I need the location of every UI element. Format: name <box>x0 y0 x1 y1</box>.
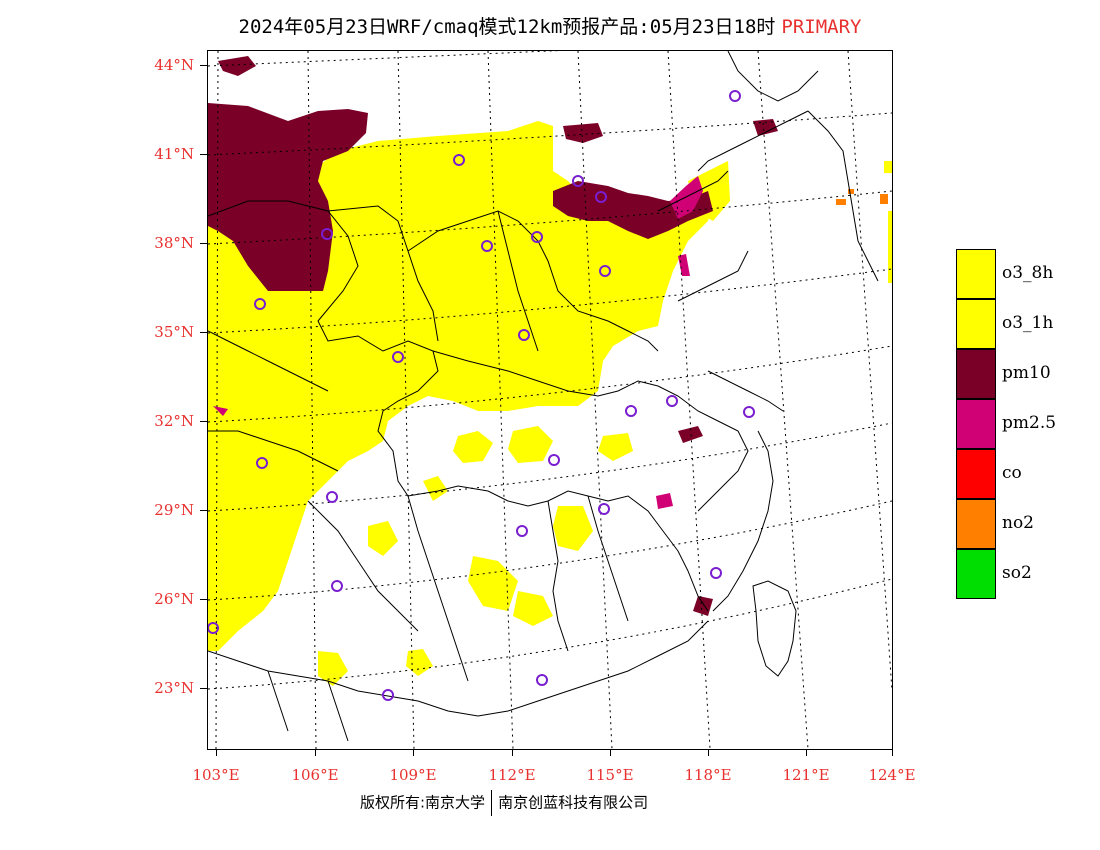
lon-tick <box>512 749 513 756</box>
legend-label-o3-8h: o3_8h <box>1002 263 1054 283</box>
legend-swatch-pm10 <box>956 349 996 399</box>
lon-label-121: 121°E <box>782 766 830 784</box>
legend-swatch-o3-1h <box>956 299 996 349</box>
lat-tick <box>200 154 207 155</box>
lat-tick <box>200 688 207 689</box>
legend-swatch-pm25 <box>956 399 996 449</box>
lat-label-26: 26°N <box>154 590 194 608</box>
lat-label-23: 23°N <box>154 679 194 697</box>
legend-label-so2: so2 <box>1002 563 1032 583</box>
pm25-region <box>213 176 703 509</box>
legend-label-no2: no2 <box>1002 513 1034 533</box>
city-markers <box>208 90 755 701</box>
lon-tick <box>315 749 316 756</box>
no2-region <box>836 189 888 205</box>
lat-tick <box>200 599 207 600</box>
legend-swatch-co <box>956 449 996 499</box>
map-area[interactable] <box>207 50 893 750</box>
lon-label-103: 103°E <box>192 766 240 784</box>
forecast-map <box>208 51 892 749</box>
lat-label-44: 44°N <box>154 56 194 74</box>
lat-label-41: 41°N <box>154 145 194 163</box>
lat-tick <box>200 332 207 333</box>
lon-label-112: 112°E <box>488 766 536 784</box>
lat-label-32: 32°N <box>154 412 194 430</box>
legend-swatch-o3-8h <box>956 249 996 299</box>
graticule <box>208 51 892 749</box>
legend-label-pm25: pm2.5 <box>1002 413 1057 433</box>
legend-swatch-no2 <box>956 499 996 549</box>
lat-label-35: 35°N <box>154 323 194 341</box>
lat-label-29: 29°N <box>154 501 194 519</box>
copyright: 版权所有:南京大学 南京创蓝科技有限公司 <box>360 790 648 816</box>
lat-tick <box>200 421 207 422</box>
lon-label-124: 124°E <box>868 766 916 784</box>
title-tag: PRIMARY <box>781 16 862 38</box>
legend-label-pm10: pm10 <box>1002 363 1051 383</box>
lon-label-109: 109°E <box>389 766 437 784</box>
lon-tick <box>413 749 414 756</box>
lon-tick <box>610 749 611 756</box>
lat-tick <box>200 510 207 511</box>
lon-label-106: 106°E <box>291 766 339 784</box>
pm10-region <box>208 56 778 616</box>
map-title: 2024年05月23日WRF/cmaq模式12km预报产品:05月23日18时 P… <box>0 12 1100 39</box>
lon-tick <box>216 749 217 756</box>
copyright-right: 南京创蓝科技有限公司 <box>498 793 649 812</box>
lon-label-118: 118°E <box>684 766 732 784</box>
lon-tick <box>806 749 807 756</box>
lat-tick <box>200 65 207 66</box>
copyright-divider <box>491 790 493 816</box>
title-main: 2024年05月23日WRF/cmaq模式12km预报产品:05月23日18时 <box>238 16 776 38</box>
lon-label-115: 115°E <box>586 766 634 784</box>
lon-tick <box>708 749 709 756</box>
legend-label-o3-1h: o3_1h <box>1002 313 1054 333</box>
lat-label-38: 38°N <box>154 234 194 252</box>
boundaries <box>208 51 879 742</box>
legend-label-co: co <box>1002 463 1022 483</box>
lon-tick <box>892 749 893 756</box>
o3-region <box>208 121 892 686</box>
copyright-left: 版权所有:南京大学 <box>360 793 486 812</box>
legend-swatch-so2 <box>956 549 996 599</box>
lat-tick <box>200 243 207 244</box>
